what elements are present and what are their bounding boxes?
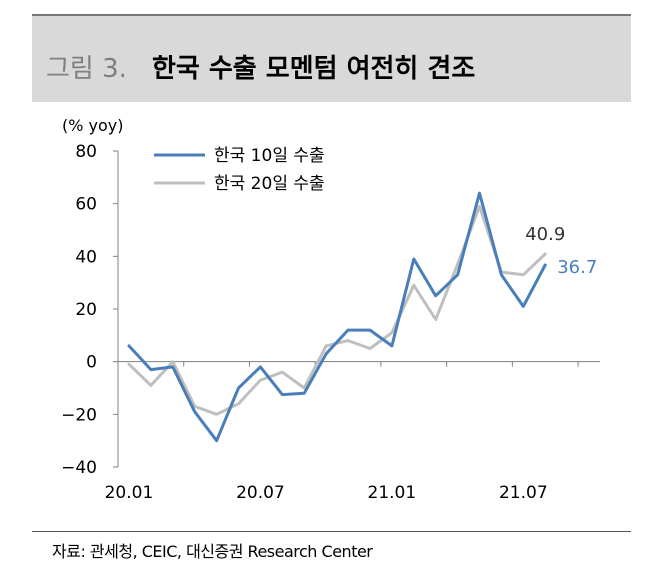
y-tick-label: −40 <box>61 458 97 478</box>
series-line-10day <box>127 191 547 443</box>
y-tick-label: 80 <box>75 142 97 162</box>
bottom-divider <box>32 531 631 532</box>
y-tick-label: 20 <box>75 300 97 320</box>
figure-title: 한국 수출 모멘텀 여전히 견조 <box>152 54 476 84</box>
x-tick-label: 20.01 <box>105 483 154 503</box>
legend-label: 한국 20일 수출 <box>214 174 325 194</box>
legend-label: 한국 10일 수출 <box>214 146 325 166</box>
x-tick-label: 20.07 <box>236 483 285 503</box>
y-tick-label: 0 <box>86 353 97 373</box>
y-axis-label: (% yoy) <box>62 116 124 135</box>
figure-number: 그림 3. <box>46 54 127 84</box>
source-note: 자료: 관세청, CEIC, 대신증권 Research Center <box>52 542 373 561</box>
y-tick-label: 60 <box>75 195 97 215</box>
y-tick-label: −20 <box>61 405 97 425</box>
end-label-10day: 36.7 <box>557 257 597 278</box>
x-tick-label: 21.07 <box>499 483 548 503</box>
x-tick-label: 21.01 <box>368 483 417 503</box>
end-label-20day: 40.9 <box>525 224 565 245</box>
figure-title-bar: 그림 3. 한국 수출 모멘텀 여전히 견조 <box>32 14 631 102</box>
series-line-20day <box>127 204 547 416</box>
y-tick-label: 40 <box>75 247 97 267</box>
